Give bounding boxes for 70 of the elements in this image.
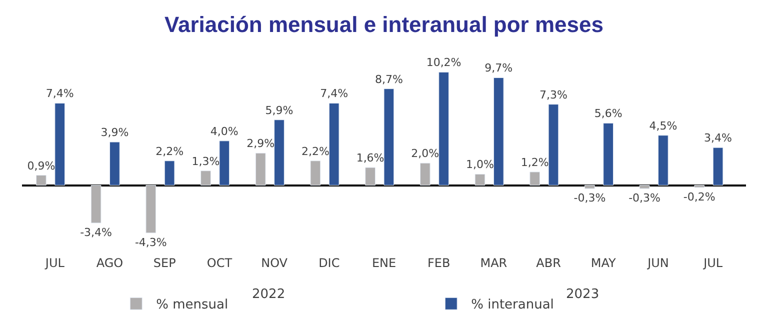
data-label: 2,0% xyxy=(411,147,440,160)
bar xyxy=(603,122,614,186)
data-label: -0,2% xyxy=(683,190,716,204)
x-tick-label: SEP xyxy=(153,256,176,270)
x-tick-label: FEB xyxy=(427,256,450,270)
bar xyxy=(365,167,376,186)
data-label: 3,9% xyxy=(100,126,129,140)
bar xyxy=(200,170,211,186)
bar xyxy=(384,88,394,186)
bar xyxy=(54,102,66,186)
data-label: -0,3% xyxy=(628,192,660,205)
x-tick-label: JUL xyxy=(702,256,723,270)
bar xyxy=(146,185,156,234)
bar xyxy=(474,174,486,186)
data-label: 1,0% xyxy=(466,158,494,172)
bar xyxy=(274,120,284,186)
x-tick-label: JUN xyxy=(646,256,669,270)
bar xyxy=(255,152,266,186)
data-label: 10,2% xyxy=(426,56,462,70)
data-label: 9,7% xyxy=(484,62,513,75)
x-tick-label: OCT xyxy=(206,256,233,270)
bar xyxy=(219,140,230,186)
bar xyxy=(658,135,668,186)
bar xyxy=(110,142,120,186)
bar xyxy=(438,72,449,186)
x-tick-label: MAY xyxy=(590,256,617,270)
data-label: -0,3% xyxy=(574,192,606,205)
bar xyxy=(694,185,705,188)
data-label: 2,2% xyxy=(156,144,184,158)
legend-label: % mensual xyxy=(156,298,228,313)
x-tick-label: ENE xyxy=(372,256,396,270)
x-tick-label: MAR xyxy=(480,256,508,270)
data-label: 1,3% xyxy=(192,154,220,168)
bar xyxy=(712,147,724,186)
data-label: 2,2% xyxy=(301,144,330,158)
bar xyxy=(36,175,46,186)
bar xyxy=(530,172,540,186)
chart-title: Variación mensual e interanual por meses xyxy=(164,12,604,37)
bar xyxy=(164,160,175,186)
x-tick-label: JUL xyxy=(44,256,65,270)
data-label: 0,9% xyxy=(27,159,56,172)
data-label: 1,2% xyxy=(520,156,549,169)
x-tick-label: DIC xyxy=(318,256,340,270)
bar xyxy=(310,160,321,186)
text: 2022 xyxy=(252,287,286,302)
data-label: 3,4% xyxy=(704,132,732,145)
data-label: 1,6% xyxy=(356,152,384,165)
data-label: 4,0% xyxy=(210,124,238,138)
text: 2023 xyxy=(566,287,600,302)
bar xyxy=(328,102,340,186)
data-label: 5,9% xyxy=(265,104,294,117)
data-label: 5,6% xyxy=(594,107,622,120)
x-tick-label: ABR xyxy=(536,256,561,270)
data-label: 8,7% xyxy=(374,72,403,86)
legend-label: % interanual xyxy=(471,298,554,313)
data-label: -3,4% xyxy=(80,226,112,239)
data-label: 4,5% xyxy=(649,119,678,132)
x-tick-label: NOV xyxy=(261,256,288,270)
data-label: 7,4% xyxy=(320,87,348,100)
bar xyxy=(493,77,504,186)
bar xyxy=(420,162,430,186)
bar xyxy=(639,185,650,189)
data-label: 2,9% xyxy=(246,137,275,150)
data-label: 7,3% xyxy=(540,88,568,102)
data-label: 7,4% xyxy=(46,87,74,100)
bar xyxy=(548,104,559,186)
x-tick-label: AGO xyxy=(96,256,124,270)
data-label: -4,3% xyxy=(134,236,167,249)
bar xyxy=(90,185,102,224)
bar xyxy=(584,185,595,189)
